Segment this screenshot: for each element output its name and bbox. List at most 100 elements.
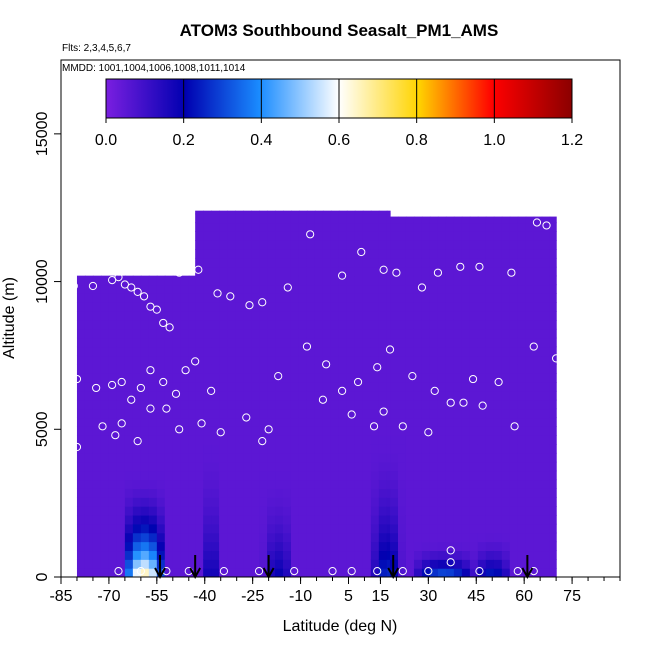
heatmap-cell (509, 249, 519, 259)
heatmap-cell (76, 284, 86, 294)
heatmap-cell (235, 399, 244, 410)
heatmap-cell (517, 240, 527, 250)
heatmap-cell (124, 461, 134, 472)
heatmap-cell (195, 293, 204, 303)
heatmap-cell (541, 497, 551, 507)
heatmap-cell (378, 293, 388, 303)
heatmap-cell (116, 408, 126, 419)
heatmap-cell (259, 390, 268, 401)
heatmap-cell (354, 479, 364, 489)
heatmap-cell (429, 293, 439, 303)
heatmap-cell (267, 222, 276, 232)
heatmap-cell (314, 390, 324, 401)
heatmap-cell (314, 532, 324, 543)
heatmap-cell (203, 541, 212, 552)
heatmap-cell (378, 319, 388, 330)
heatmap-cell (330, 541, 340, 552)
heatmap-cell (298, 373, 308, 383)
heatmap-cell (251, 275, 260, 286)
heatmap-cell (164, 408, 174, 419)
heatmap-cell (322, 479, 332, 489)
heatmap-cell (84, 355, 94, 365)
heatmap-cell (132, 426, 142, 436)
heatmap-cell (405, 488, 415, 498)
sample-point (430, 386, 439, 395)
heatmap-cell (509, 364, 519, 374)
heatmap-cell (108, 550, 118, 560)
heatmap-cell (275, 275, 284, 286)
heatmap-cell (116, 523, 126, 534)
heatmap-cell (267, 488, 276, 498)
heatmap-cell (330, 302, 340, 312)
heatmap-cell (429, 373, 439, 383)
sample-point (475, 262, 484, 271)
heatmap-cell (330, 550, 340, 560)
heatmap-cell (76, 408, 86, 419)
heatmap-cell (390, 355, 399, 365)
heatmap-cell (477, 523, 487, 534)
heatmap-cell (100, 479, 110, 489)
heatmap-cell (533, 373, 543, 383)
heatmap-cell (390, 523, 399, 534)
heatmap-cell (405, 346, 415, 357)
heatmap-cell (219, 506, 228, 516)
heatmap-cell (195, 373, 204, 383)
heatmap-cell (338, 249, 348, 259)
heatmap-cell (413, 222, 423, 232)
heatmap-cell (525, 390, 535, 401)
heatmap-cell (354, 302, 364, 312)
heatmap-cell (517, 216, 527, 224)
heatmap-cell (541, 346, 551, 357)
heatmap-cell (469, 302, 479, 312)
heatmap-cell (100, 293, 110, 303)
heatmap-cell (235, 435, 244, 445)
heatmap-cell (108, 568, 118, 577)
heatmap-cell (429, 399, 439, 410)
sample-point (114, 273, 123, 282)
heatmap-cell (330, 417, 340, 427)
heatmap-cell (346, 319, 356, 330)
plot-frame (60, 59, 621, 578)
heatmap-cell (259, 435, 268, 445)
heatmap-cell (362, 328, 372, 339)
heatmap-cell (413, 568, 423, 577)
heatmap-cell (188, 293, 196, 303)
heatmap-cell (108, 311, 118, 321)
heatmap-cell (413, 249, 423, 259)
heatmap-cell (203, 257, 212, 268)
heatmap-cell (362, 337, 372, 348)
heatmap-cell (219, 382, 228, 392)
heatmap-cell (259, 514, 268, 525)
heatmap-cell (501, 426, 511, 436)
heatmap-cell (533, 275, 543, 286)
heatmap-cell (116, 488, 126, 498)
heatmap-cell (267, 257, 276, 268)
heatmap-cell (421, 559, 431, 569)
heatmap-cell (148, 568, 158, 577)
heatmap-cell (227, 550, 236, 560)
heatmap-cell (461, 514, 471, 525)
heatmap-cell (219, 240, 228, 250)
heatmap-cell (445, 337, 455, 348)
heatmap-cell (346, 426, 356, 436)
heatmap-cell (243, 470, 252, 481)
sample-point (408, 372, 417, 381)
heatmap-cell (172, 311, 182, 321)
heatmap-cell (108, 470, 118, 481)
heatmap-cell (549, 399, 557, 410)
dates-label: MMDD: 1001,1004,1006,1008,1011,1014 (62, 63, 246, 74)
heatmap-cell (124, 559, 134, 569)
heatmap-cell (195, 240, 204, 250)
heatmap-cell (421, 399, 431, 410)
heatmap-cell (84, 514, 94, 525)
heatmap-cell (322, 284, 332, 294)
heatmap-cell (461, 382, 471, 392)
heatmap-cell (172, 328, 182, 339)
heatmap-cell (461, 216, 471, 224)
heatmap-cell (76, 426, 86, 436)
heatmap-cell (259, 319, 268, 330)
heatmap-cell (501, 514, 511, 525)
heatmap-cell (100, 497, 110, 507)
heatmap-cell (493, 257, 503, 268)
heatmap-cell (298, 266, 308, 277)
